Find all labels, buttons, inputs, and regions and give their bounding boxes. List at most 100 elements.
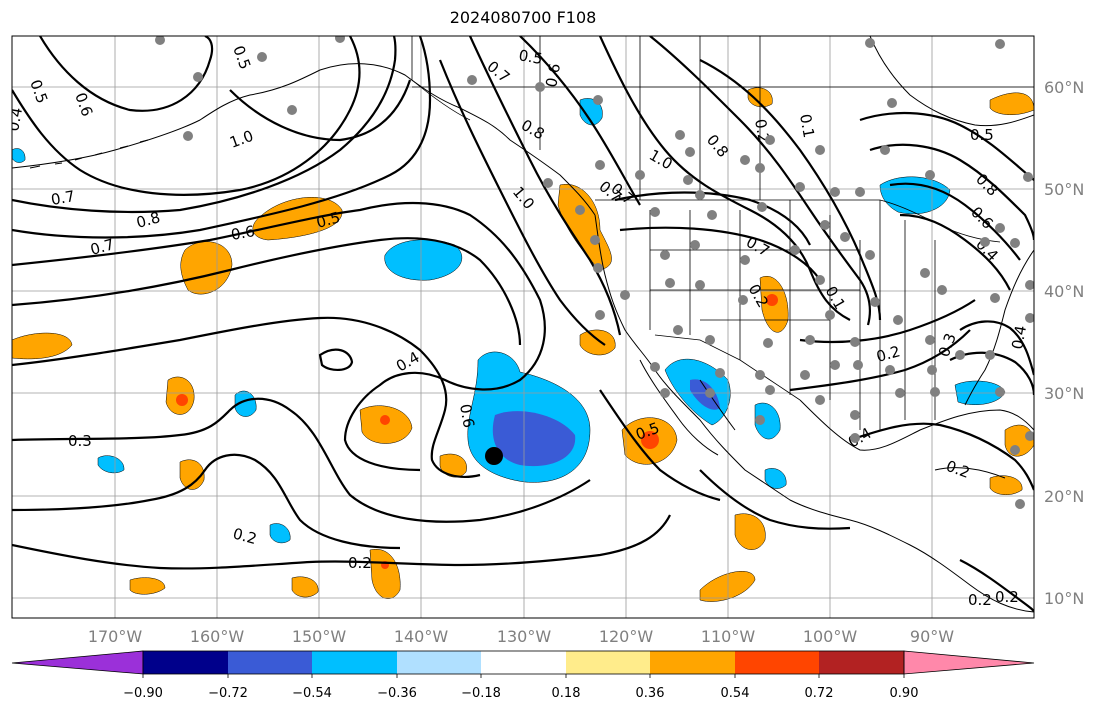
station-dot: [593, 95, 603, 105]
station-dot: [740, 155, 750, 165]
station-dot: [865, 38, 875, 48]
station-dot: [895, 388, 905, 398]
station-dot: [925, 170, 935, 180]
station-dot: [765, 135, 775, 145]
contour-label: 0.6: [230, 222, 257, 244]
contour-label: 0.7: [88, 235, 116, 259]
negative-anomaly-patch: [97, 455, 125, 474]
station-dot: [1025, 280, 1034, 290]
strong-positive-core: [176, 394, 188, 406]
positive-anomaly-patch: [579, 329, 616, 356]
colorbar-tick-label: −0.72: [208, 686, 248, 701]
station-dot: [763, 338, 773, 348]
station-dot: [1010, 445, 1020, 455]
station-dot: [650, 362, 660, 372]
hudson-coast: [869, 36, 1034, 127]
station-dot: [183, 131, 193, 141]
station-dot: [707, 210, 717, 220]
colorbar-segment: [228, 651, 312, 674]
contour-label: 0.5: [314, 208, 342, 232]
station-dot: [815, 275, 825, 285]
positive-anomaly-patch: [989, 475, 1023, 495]
contour-label: 0.6: [542, 62, 564, 89]
contour-line: [519, 36, 641, 206]
contour-label: 0.6: [456, 403, 478, 430]
station-dot: [850, 410, 860, 420]
station-dot: [755, 415, 765, 425]
station-dot: [930, 387, 940, 397]
positive-anomaly-patch: [129, 577, 166, 595]
station-dot: [995, 223, 1005, 233]
map-area: [12, 36, 1034, 618]
station-dot: [893, 315, 903, 325]
contour-line: [599, 389, 721, 502]
lon-label: 140°W: [394, 627, 449, 646]
station-dot: [795, 182, 805, 192]
station-dot: [595, 160, 605, 170]
contour-line: [859, 111, 1034, 181]
station-dot: [675, 130, 685, 140]
contour-line: [699, 59, 882, 321]
station-dot: [695, 190, 705, 200]
station-dot: [755, 163, 765, 173]
contour-line: [789, 329, 971, 392]
station-dot: [765, 385, 775, 395]
colorbar: −0.90 −0.72 −0.54 −0.36 −0.18 0.18 0.36 …: [11, 650, 1035, 701]
station-dot: [590, 235, 600, 245]
station-dot: [650, 207, 660, 217]
station-dot: [683, 175, 693, 185]
station-dot: [1025, 313, 1034, 323]
station-dot: [335, 36, 345, 43]
contour-line: [949, 351, 1034, 396]
canada-province-lines: [412, 36, 1034, 200]
station-dot: [665, 278, 675, 288]
contour-line: [959, 559, 1034, 613]
negative-anomaly-patch: [754, 402, 781, 440]
station-dot: [870, 297, 880, 307]
contour-line: [699, 469, 851, 530]
station-dot: [575, 205, 585, 215]
station-dot: [715, 368, 725, 378]
lat-label: 10°N: [1044, 589, 1084, 608]
station-dot: [593, 263, 603, 273]
station-dot: [850, 433, 860, 443]
contour-line: [849, 422, 1034, 491]
storm-center-marker: [485, 447, 503, 465]
station-dot: [800, 370, 810, 380]
positive-anomaly-patch: [699, 571, 756, 602]
contour-line: [869, 143, 1034, 241]
negative-anomaly-patch: [234, 390, 257, 417]
contour-line: [12, 36, 361, 196]
strong-negative-patch: [690, 379, 720, 410]
contour-label: 0.5: [517, 46, 544, 68]
station-dot: [1023, 172, 1033, 182]
station-dot: [257, 52, 267, 62]
lat-label: 60°N: [1044, 78, 1084, 97]
positive-anomaly-patch: [180, 241, 233, 295]
colorbar-segment: [397, 651, 481, 674]
station-dot: [660, 250, 670, 260]
contour-line: [598, 36, 851, 321]
colorbar-segment: [819, 651, 904, 674]
contour-label: 0.4: [4, 106, 26, 133]
negative-anomaly-patch: [12, 148, 26, 163]
latitude-labels: 60°N 50°N 40°N 30°N 20°N 10°N: [1044, 78, 1084, 608]
lon-label: 100°W: [803, 627, 858, 646]
station-dot: [620, 290, 630, 300]
positive-anomaly-patch: [989, 92, 1034, 115]
station-dot: [755, 370, 765, 380]
contour-line: [649, 36, 871, 326]
contour-line: [899, 213, 1011, 291]
station-dot: [840, 232, 850, 242]
colorbar-segment: [481, 651, 566, 674]
west-coast: [594, 214, 1034, 613]
lat-label: 40°N: [1044, 282, 1084, 301]
station-dot: [865, 250, 875, 260]
colorbar-segment: [566, 651, 650, 674]
colorbar-tick-label: 0.54: [721, 686, 750, 701]
lon-label: 160°W: [190, 627, 245, 646]
station-dot: [155, 36, 165, 45]
colorbar-segment: [735, 651, 819, 674]
station-dot: [815, 145, 825, 155]
